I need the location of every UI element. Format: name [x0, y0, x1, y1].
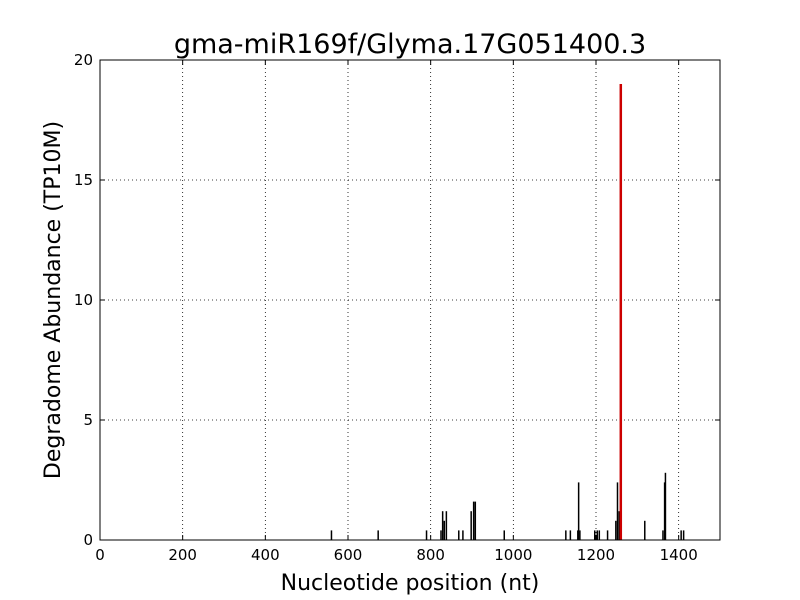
x-tick-label: 600: [334, 546, 363, 564]
chart-title: gma-miR169f/Glyma.17G051400.3: [174, 29, 646, 60]
y-tick-label: 10: [74, 291, 93, 309]
x-tick-label: 0: [95, 546, 105, 564]
x-axis-label: Nucleotide position (nt): [281, 571, 540, 596]
x-tick-label: 1000: [494, 546, 532, 564]
grid-layer: [100, 60, 720, 540]
x-tick-label: 1400: [660, 546, 698, 564]
bar-layer: [330, 84, 685, 540]
x-tick-label: 800: [416, 546, 445, 564]
y-tick-label: 15: [74, 171, 93, 189]
tick-layer: 0 200 400 600 800 1000 1200 1400 0 5 10 15 20: [74, 51, 720, 564]
y-tick-label: 5: [83, 411, 93, 429]
x-tick-label: 400: [251, 546, 280, 564]
y-tick-label: 0: [83, 531, 93, 549]
y-axis-label: Degradome Abundance (TP10M): [41, 121, 66, 479]
y-tick-label: 20: [74, 51, 93, 69]
x-tick-label: 1200: [577, 546, 615, 564]
x-tick-label: 200: [168, 546, 197, 564]
